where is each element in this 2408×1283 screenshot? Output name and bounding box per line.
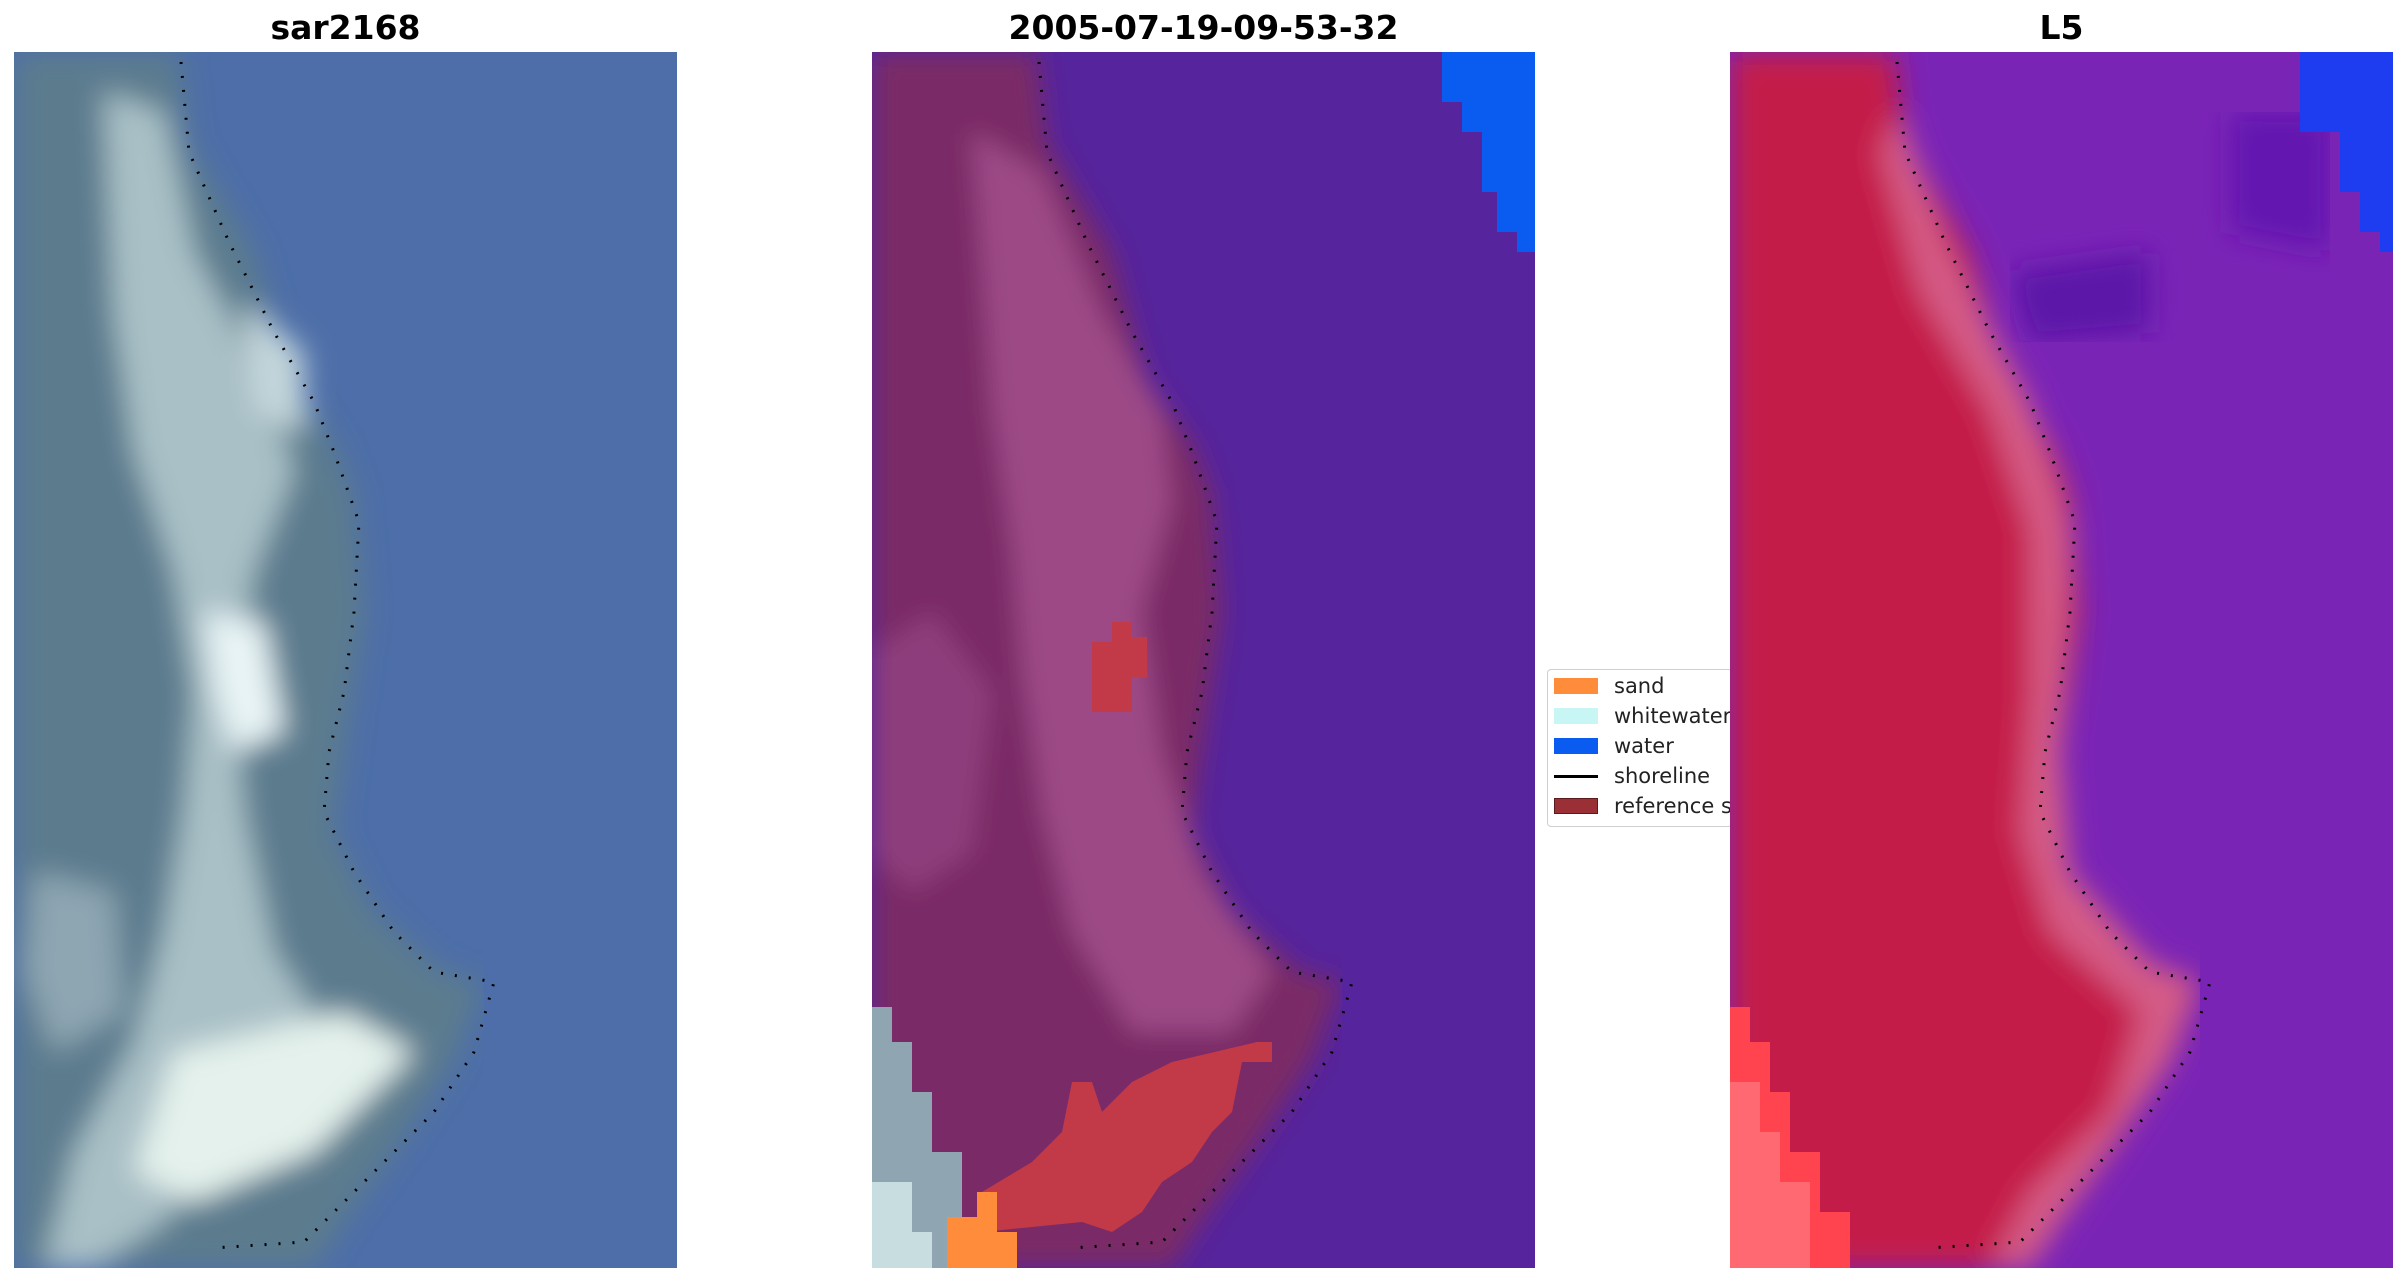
legend: sand whitewater water shoreline referenc… (1547, 669, 1732, 827)
whitewater-bright (872, 1182, 932, 1268)
legend-label: reference shoreline (1614, 794, 1732, 818)
water-mask (1442, 52, 1535, 252)
panel-title-index: L5 (2039, 8, 2084, 47)
reference-patch-bottom (982, 1042, 1272, 1232)
reference-shoreline-swatch (1554, 798, 1598, 814)
classification-panel (872, 52, 1535, 1268)
reference-patch-mid (1092, 622, 1147, 712)
index-image-panel (1730, 52, 2393, 1268)
legend-label: whitewater (1614, 704, 1732, 728)
legend-item-reference-shoreline: reference shoreline (1554, 792, 1732, 820)
bright-index-highlight (1730, 1082, 1810, 1268)
index-image (1730, 52, 2393, 1268)
panel-title-rgb: sar2168 (270, 8, 421, 47)
legend-item-shoreline: shoreline (1554, 762, 1710, 790)
classification-image (872, 52, 1535, 1268)
water-swatch (1554, 738, 1598, 754)
legend-label: sand (1614, 674, 1665, 698)
land-index-area (1730, 52, 2200, 1268)
legend-item-water: water (1554, 732, 1674, 760)
rgb-image-panel (14, 52, 677, 1268)
legend-label: shoreline (1614, 764, 1711, 788)
shoreline-swatch (1554, 774, 1598, 778)
land-area (14, 52, 484, 1268)
whitewater-swatch (1554, 708, 1598, 724)
water-index-blue (2300, 52, 2393, 252)
sand-swatch (1554, 678, 1598, 694)
legend-label: water (1614, 734, 1674, 758)
legend-item-whitewater: whitewater (1554, 702, 1731, 730)
sand-area (947, 1192, 1017, 1268)
legend-item-sand: sand (1554, 672, 1664, 700)
panel-title-classification: 2005-07-19-09-53-32 (1008, 8, 1399, 47)
rgb-image (14, 52, 677, 1268)
